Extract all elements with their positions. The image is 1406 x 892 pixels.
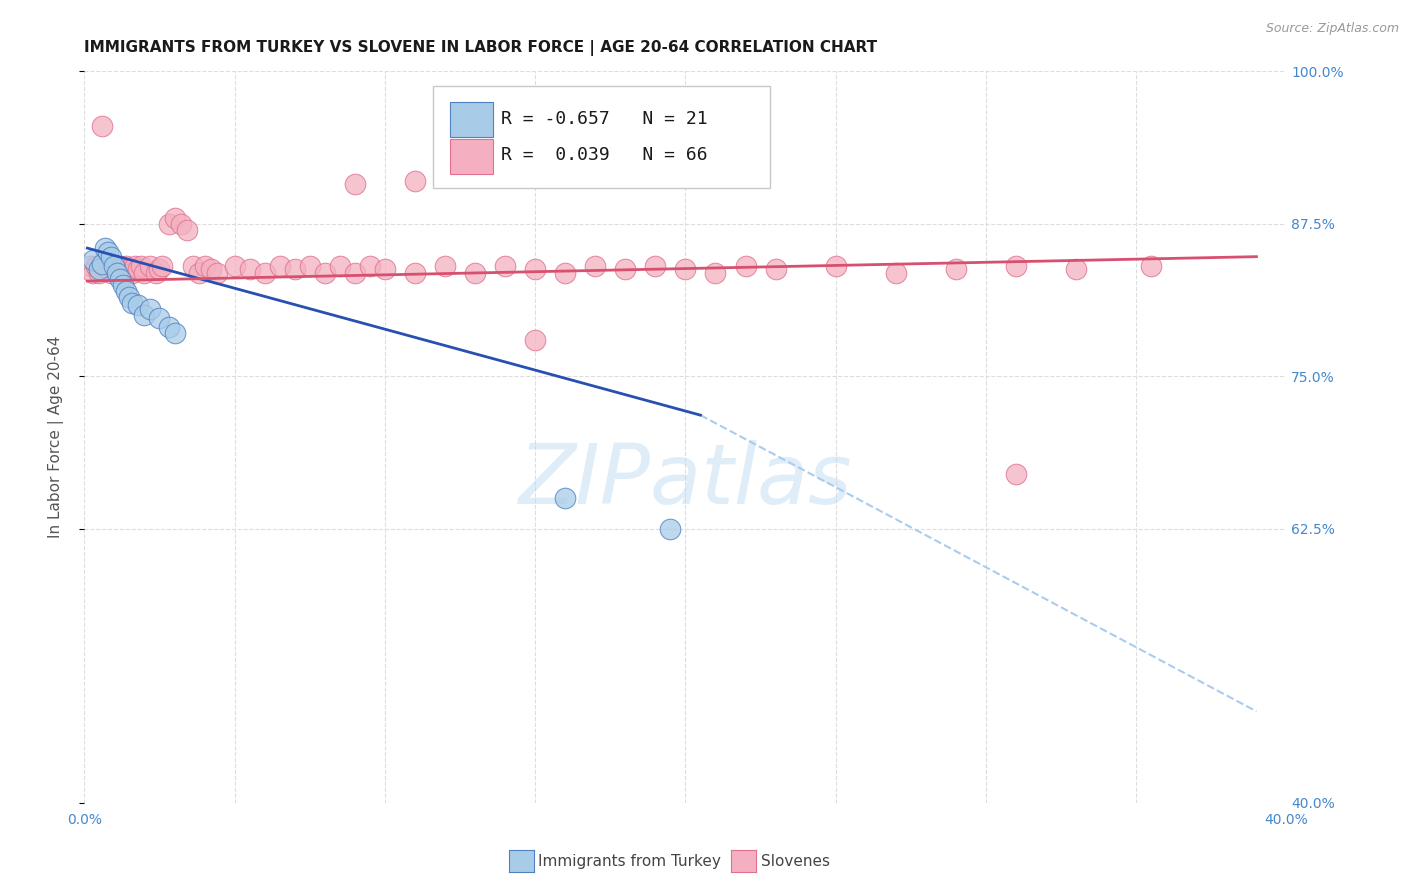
Point <box>97 261 120 276</box>
Point <box>314 266 336 280</box>
Point <box>107 266 129 280</box>
Point <box>253 266 276 280</box>
Point <box>614 261 637 276</box>
Text: Source: ZipAtlas.com: Source: ZipAtlas.com <box>1265 22 1399 36</box>
Point <box>734 260 756 274</box>
Point <box>343 266 366 280</box>
Point <box>118 290 141 304</box>
Point <box>659 521 682 535</box>
Point <box>163 326 186 341</box>
Point <box>343 177 366 191</box>
Point <box>824 260 846 274</box>
Point <box>163 211 186 225</box>
Point <box>115 260 138 274</box>
Point <box>103 260 125 274</box>
Text: R =  0.039   N = 66: R = 0.039 N = 66 <box>502 146 709 164</box>
Point <box>112 266 135 280</box>
Point <box>176 223 198 237</box>
Point <box>97 244 120 259</box>
Point <box>100 266 122 280</box>
Text: R = -0.657   N = 21: R = -0.657 N = 21 <box>502 110 709 128</box>
Point <box>100 250 122 264</box>
FancyBboxPatch shape <box>433 86 769 188</box>
Point <box>89 266 111 280</box>
Point <box>127 298 149 312</box>
Point <box>121 266 143 280</box>
Point <box>224 260 246 274</box>
Point <box>107 266 129 280</box>
Point <box>1005 260 1028 274</box>
Point <box>269 260 291 274</box>
Point <box>329 260 352 274</box>
Point <box>374 261 396 276</box>
Point <box>181 260 204 274</box>
Point <box>298 260 321 274</box>
Point <box>494 260 516 274</box>
Point <box>1005 467 1028 481</box>
Point <box>765 261 787 276</box>
Point <box>884 266 907 280</box>
Point <box>145 266 167 280</box>
Point <box>152 260 174 274</box>
Point <box>157 217 180 231</box>
Point <box>239 261 262 276</box>
Point <box>157 320 180 334</box>
Point <box>945 261 967 276</box>
Point <box>139 301 162 317</box>
Point <box>79 260 101 274</box>
Point <box>644 260 666 274</box>
Point <box>583 260 606 274</box>
Point <box>404 266 426 280</box>
Point <box>127 261 149 276</box>
Point <box>434 260 457 274</box>
Point <box>89 261 111 276</box>
Point <box>91 120 114 134</box>
Point <box>554 491 576 505</box>
Text: Slovenes: Slovenes <box>761 855 830 869</box>
Point <box>205 266 228 280</box>
FancyBboxPatch shape <box>450 102 494 137</box>
FancyBboxPatch shape <box>450 138 494 174</box>
Point <box>94 260 117 274</box>
Point <box>110 260 132 274</box>
Text: IMMIGRANTS FROM TURKEY VS SLOVENE IN LABOR FORCE | AGE 20-64 CORRELATION CHART: IMMIGRANTS FROM TURKEY VS SLOVENE IN LAB… <box>84 40 877 56</box>
Point <box>284 261 307 276</box>
Point <box>187 266 209 280</box>
Point <box>121 296 143 310</box>
Point <box>148 261 170 276</box>
Point <box>675 261 697 276</box>
Point <box>86 260 108 274</box>
Point <box>124 260 146 274</box>
Point <box>112 277 135 292</box>
Text: ZIPatlas: ZIPatlas <box>519 441 852 522</box>
Point <box>200 261 222 276</box>
Point <box>148 310 170 325</box>
Y-axis label: In Labor Force | Age 20-64: In Labor Force | Age 20-64 <box>48 336 63 538</box>
Point <box>134 266 156 280</box>
Point <box>134 308 156 322</box>
Point <box>82 266 104 280</box>
Point <box>91 257 114 271</box>
Point <box>1064 261 1087 276</box>
Point <box>118 261 141 276</box>
Point <box>359 260 381 274</box>
Point <box>404 174 426 188</box>
Point <box>94 241 117 255</box>
Point <box>115 284 138 298</box>
Point <box>169 217 191 231</box>
Point <box>139 260 162 274</box>
Point <box>524 333 547 347</box>
Point <box>110 271 132 285</box>
Point <box>464 266 486 280</box>
Point <box>82 253 104 268</box>
Point <box>524 261 547 276</box>
Point <box>554 266 576 280</box>
Point <box>194 260 217 274</box>
Point <box>1140 260 1163 274</box>
Text: Immigrants from Turkey: Immigrants from Turkey <box>538 855 721 869</box>
Point <box>103 260 125 274</box>
Point <box>704 266 727 280</box>
Point <box>131 260 153 274</box>
